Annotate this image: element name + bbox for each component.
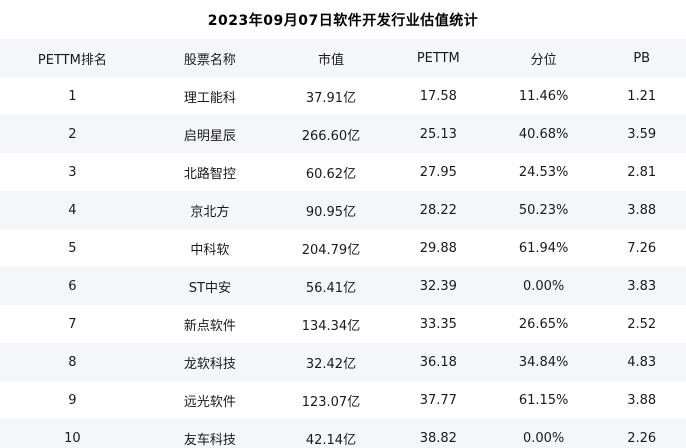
cell-market-cap: 266.60亿 (301, 128, 361, 144)
cell-percentile: 11.46% (518, 88, 569, 104)
cell-market-cap: 123.07亿 (301, 394, 361, 410)
cell-pettm: 32.39 (419, 278, 457, 294)
table-row: 2 启明星辰 266.60亿 25.13 40.68% 3.59 (0, 115, 686, 153)
cell-stock-name: 理工能科 (183, 90, 236, 106)
cell-market-cap: 60.62亿 (305, 166, 357, 182)
cell-stock-name: 启明星辰 (183, 128, 236, 144)
cell-pb: 3.83 (627, 278, 657, 294)
table-row: 4 京北方 90.95亿 28.22 50.23% 3.88 (0, 191, 686, 229)
table-row: 10 友车科技 42.14亿 38.82 0.00% 2.26 (0, 419, 686, 448)
table-row: 7 新点软件 134.34亿 33.35 26.65% 2.52 (0, 305, 686, 343)
cell-stock-name: 友车科技 (183, 432, 236, 448)
cell-stock-name: 远光软件 (183, 394, 236, 410)
valuation-table: PETTM排名 股票名称 市值 PETTM 分位 PB 1 理工能科 37.91亿 1… (0, 39, 686, 448)
cell-market-cap: 90.95亿 (305, 204, 357, 220)
table-row: 9 远光软件 123.07亿 37.77 61.15% 3.88 (0, 381, 686, 419)
cell-pb: 3.59 (627, 126, 657, 142)
cell-pb: 7.26 (627, 240, 657, 256)
cell-pb: 2.26 (627, 430, 657, 446)
cell-percentile: 26.65% (518, 316, 569, 332)
cell-pettm: 17.58 (419, 88, 457, 104)
cell-stock-name: 中科软 (190, 242, 230, 258)
cell-percentile: 24.53% (518, 164, 569, 180)
cell-percentile: 0.00% (522, 430, 565, 446)
cell-pettm-rank: 7 (68, 316, 77, 332)
cell-market-cap: 32.42亿 (305, 356, 357, 372)
cell-pettm-rank: 2 (68, 126, 77, 142)
page-title: 2023年09月07日软件开发行业估值统计 (207, 12, 479, 29)
table-body: 1 理工能科 37.91亿 17.58 11.46% 1.21 2 启明星辰 266.60亿 25… (0, 77, 686, 448)
column-header-pb: PB (633, 50, 651, 66)
cell-percentile: 61.94% (518, 240, 569, 256)
cell-pettm: 33.35 (419, 316, 457, 332)
cell-stock-name: 新点软件 (183, 318, 236, 334)
cell-market-cap: 37.91亿 (305, 90, 357, 106)
column-header-percentile: 分位 (530, 52, 557, 68)
table-row: 8 龙软科技 32.42亿 36.18 34.84% 4.83 (0, 343, 686, 381)
table-row: 3 北路智控 60.62亿 27.95 24.53% 2.81 (0, 153, 686, 191)
cell-percentile: 40.68% (518, 126, 569, 142)
table-header-row: PETTM排名 股票名称 市值 PETTM 分位 PB (0, 39, 686, 77)
cell-percentile: 34.84% (518, 354, 569, 370)
cell-stock-name: 京北方 (190, 204, 230, 220)
cell-pettm: 36.18 (419, 354, 457, 370)
cell-percentile: 50.23% (518, 202, 569, 218)
cell-pettm: 29.88 (419, 240, 457, 256)
cell-pettm-rank: 9 (68, 392, 77, 408)
cell-pettm: 37.77 (419, 392, 457, 408)
cell-pettm-rank: 4 (68, 202, 77, 218)
cell-stock-name: 龙软科技 (183, 356, 236, 372)
table-row: 5 中科软 204.79亿 29.88 61.94% 7.26 (0, 229, 686, 267)
cell-market-cap: 204.79亿 (301, 242, 361, 258)
cell-pb: 2.81 (627, 164, 657, 180)
column-header-pettm: PETTM (416, 50, 460, 66)
column-header-pettm-rank: PETTM排名 (37, 52, 107, 68)
cell-percentile: 0.00% (522, 278, 565, 294)
table-row: 6 ST中安 56.41亿 32.39 0.00% 3.83 (0, 267, 686, 305)
cell-market-cap: 134.34亿 (301, 318, 361, 334)
cell-pb: 2.52 (627, 316, 657, 332)
cell-pb: 4.83 (627, 354, 657, 370)
cell-pettm-rank: 10 (64, 430, 81, 446)
cell-pettm: 27.95 (419, 164, 457, 180)
column-header-stock-name: 股票名称 (183, 52, 236, 68)
cell-pettm: 38.82 (419, 430, 457, 446)
cell-pettm: 25.13 (419, 126, 457, 142)
cell-stock-name: ST中安 (188, 280, 231, 296)
cell-pb: 3.88 (627, 202, 657, 218)
cell-pb: 1.21 (627, 88, 657, 104)
cell-pb: 3.88 (627, 392, 657, 408)
cell-market-cap: 42.14亿 (305, 432, 357, 448)
cell-pettm-rank: 8 (68, 354, 77, 370)
cell-pettm-rank: 6 (68, 278, 77, 294)
cell-pettm-rank: 3 (68, 164, 77, 180)
cell-pettm-rank: 1 (68, 88, 77, 104)
cell-percentile: 61.15% (518, 392, 569, 408)
table-row: 1 理工能科 37.91亿 17.58 11.46% 1.21 (0, 77, 686, 115)
column-header-market-cap: 市值 (317, 52, 344, 68)
cell-pettm: 28.22 (419, 202, 457, 218)
cell-pettm-rank: 5 (68, 240, 77, 256)
cell-market-cap: 56.41亿 (305, 280, 357, 296)
cell-stock-name: 北路智控 (183, 166, 236, 182)
